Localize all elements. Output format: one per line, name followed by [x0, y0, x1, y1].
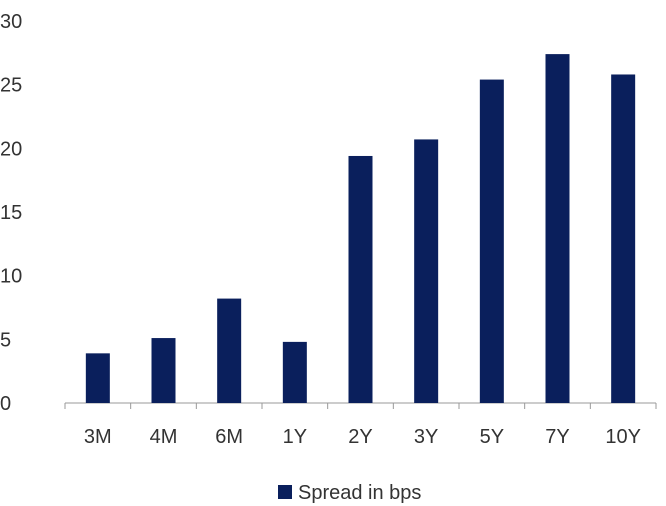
y-tick-label: 30 — [0, 11, 22, 33]
x-tick-label: 7Y — [545, 426, 569, 448]
x-tick-label: 2Y — [348, 426, 372, 448]
x-tick-label: 3M — [84, 426, 112, 448]
y-tick-label: 15 — [0, 202, 22, 224]
y-tick-label: 25 — [0, 75, 22, 97]
legend-label-spread: Spread in bps — [298, 482, 421, 504]
bar-5Y — [479, 79, 504, 403]
legend: Spread in bps — [278, 482, 421, 504]
bar-10Y — [611, 74, 636, 403]
y-axis-tick-labels: 0 5 10 15 20 25 30 — [0, 11, 22, 415]
y-tick-label: 10 — [0, 266, 22, 288]
bar-1Y — [282, 341, 307, 403]
x-tick-label: 3Y — [414, 426, 438, 448]
bar-2Y — [348, 155, 373, 403]
bar-4M — [151, 338, 176, 403]
x-tick-label: 6M — [215, 426, 243, 448]
x-axis-tick-labels: 3M 4M 6M 1Y 2Y 3Y 5Y 7Y 10Y — [84, 426, 641, 448]
y-tick-label: 5 — [0, 329, 11, 351]
bar-7Y — [545, 54, 570, 404]
x-axis-ticks — [64, 403, 657, 409]
bar-6M — [217, 298, 242, 403]
bars — [85, 54, 636, 404]
x-tick-label: 10Y — [605, 426, 641, 448]
bar-3Y — [414, 139, 439, 404]
y-tick-label: 20 — [0, 138, 22, 160]
x-tick-label: 5Y — [480, 426, 504, 448]
legend-swatch-spread — [278, 485, 292, 499]
y-tick-label: 0 — [0, 393, 11, 415]
x-tick-label: 4M — [150, 426, 178, 448]
x-tick-label: 1Y — [283, 426, 307, 448]
bar-3M — [85, 353, 110, 403]
